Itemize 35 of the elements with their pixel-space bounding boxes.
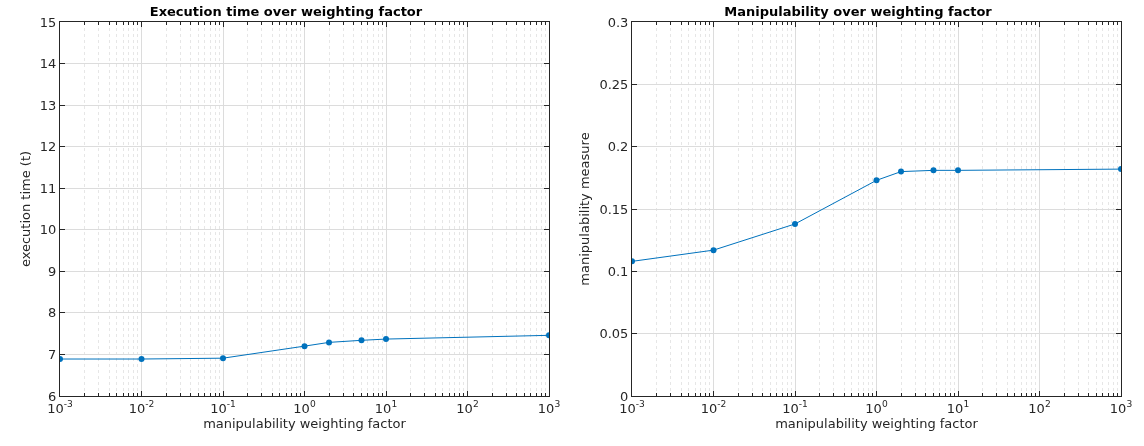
- x-tick-label: 10$^{-1}$: [210, 399, 236, 416]
- x-tick-label: 10$^{-1}$: [782, 399, 808, 416]
- y-tick-label: 7: [48, 346, 57, 362]
- y-tick-label: 0.2: [607, 139, 629, 155]
- y-tick-label: 13: [39, 97, 57, 113]
- x-tick-label: 10$^{-2}$: [128, 399, 155, 416]
- y-tick-label: 0.3: [607, 14, 629, 30]
- x-tick-label: 10$^{2}$: [456, 399, 479, 416]
- y-tick-label: 15: [39, 14, 57, 30]
- y-tick-label: 11: [39, 180, 57, 196]
- y-tick-label: 0.1: [607, 263, 629, 279]
- x-tick-label: 10$^{1}$: [946, 399, 970, 416]
- x-tick-label: 10$^{2}$: [1028, 399, 1051, 416]
- x-axis-title: manipulability weighting factor: [775, 416, 979, 432]
- x-tick-label: 10$^{1}$: [374, 399, 398, 416]
- chart-title: Execution time over weighting factor: [149, 3, 423, 19]
- y-tick-label: 10: [39, 222, 57, 238]
- x-tick-label: 10$^{3}$: [537, 399, 561, 416]
- y-tick-label: 14: [39, 56, 57, 72]
- y-axis-title: execution time (t): [17, 150, 33, 268]
- y-tick-label: 8: [48, 305, 57, 321]
- y-axis-title: manipulability measure: [577, 132, 593, 286]
- y-tick-label: 0.25: [599, 76, 629, 92]
- x-tick-label: 10$^{0}$: [293, 399, 316, 416]
- y-tick-label: 6: [48, 388, 57, 404]
- x-tick-label: 10$^{3}$: [1109, 399, 1133, 416]
- y-tick-label: 9: [48, 263, 57, 279]
- x-axis-title: manipulability weighting factor: [203, 416, 407, 432]
- chart-title: Manipulability over weighting factor: [724, 3, 993, 19]
- x-tick-label: 10$^{0}$: [865, 399, 888, 416]
- y-tick-label: 0.05: [599, 326, 629, 342]
- y-tick-label: 0.15: [599, 201, 629, 217]
- y-tick-label: 0: [620, 388, 629, 404]
- y-tick-label: 12: [39, 139, 57, 155]
- x-tick-label: 10$^{-2}$: [700, 399, 727, 416]
